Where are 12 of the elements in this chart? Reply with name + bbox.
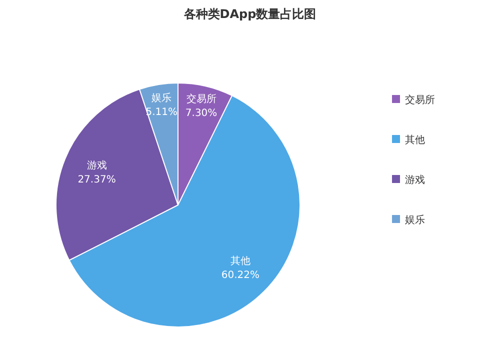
slice-label: 游戏 bbox=[86, 160, 107, 172]
slice-label: 交易所 bbox=[186, 93, 216, 106]
legend-label: 交易所 bbox=[405, 94, 435, 106]
data-label: 7.30% bbox=[185, 108, 218, 120]
chart-title: 各种类DApp数量占比图 bbox=[182, 7, 316, 21]
legend-label: 娱乐 bbox=[405, 214, 425, 226]
slice-label: 其他 bbox=[230, 254, 250, 267]
slice-label: 娱乐 bbox=[152, 92, 172, 104]
data-label: 60.22% bbox=[221, 270, 260, 281]
data-label: 27.37% bbox=[78, 174, 116, 186]
legend-label: 游戏 bbox=[405, 174, 425, 186]
legend-label: 其他 bbox=[405, 134, 425, 146]
